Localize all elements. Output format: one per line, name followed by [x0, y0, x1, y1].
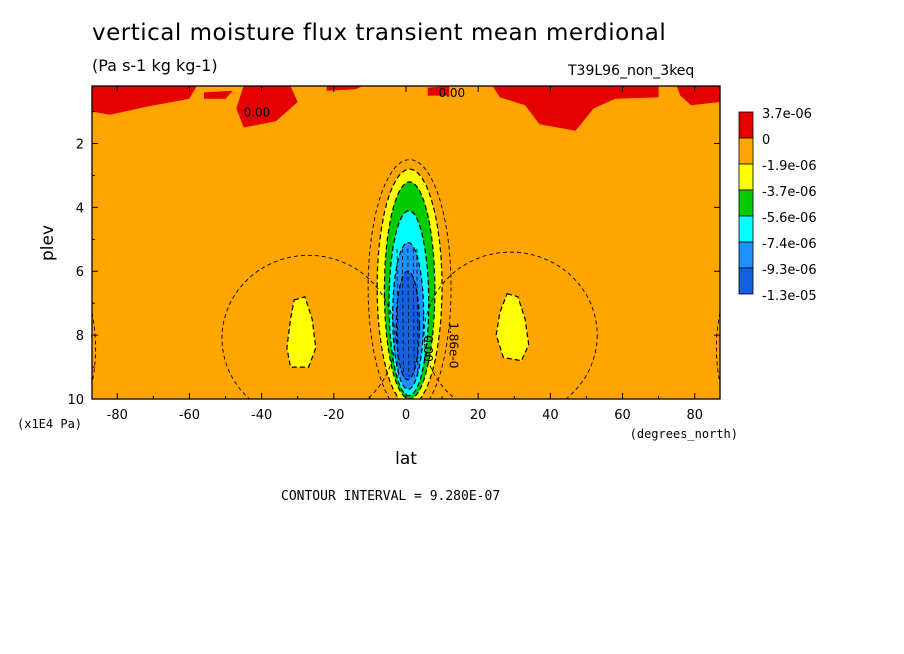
legend-label: -3.7e-06 [762, 185, 817, 200]
chart-units: (Pa s-1 kg kg-1) [92, 56, 218, 75]
color-legend: 3.7e-06 0 -1.9e-06 -3.7e-06 -5.6e-06 -7.4e-06… [738, 107, 817, 304]
secondary-minimum-east [495, 292, 530, 362]
y-tick-label: 4 [76, 201, 84, 216]
contour-line [92, 312, 97, 384]
contour-field: 0.00 0.00 1.86e-0 0.00 [92, 86, 720, 399]
x-tick-label: 40 [542, 408, 559, 423]
positive-region [92, 86, 197, 115]
contour-line [412, 248, 415, 377]
contour-line [221, 254, 396, 399]
contour-label: 0.00 [421, 335, 435, 362]
x-tick-label: -40 [251, 408, 272, 423]
legend-swatch [738, 189, 754, 217]
positive-region [676, 86, 720, 106]
secondary-minimum-west [286, 296, 317, 368]
y-tick-label: 2 [76, 137, 84, 152]
legend-swatch [738, 241, 754, 269]
legend-swatch [738, 267, 754, 295]
contour-line [367, 159, 452, 399]
positive-region [492, 86, 659, 131]
legend-swatch [738, 163, 754, 191]
contour-line [396, 248, 399, 377]
legend-swatch [738, 137, 754, 165]
positive-region [203, 90, 233, 99]
contour-line [715, 312, 720, 384]
contour-line [423, 251, 598, 399]
positive-region [326, 86, 363, 91]
x-tick-label: -20 [323, 408, 344, 423]
x-tick-label: -80 [107, 408, 128, 423]
contour-line [401, 248, 404, 377]
legend-label: 0 [762, 133, 770, 148]
x-tick-label: 20 [470, 408, 487, 423]
legend-swatch [738, 111, 754, 139]
legend-label: -9.3e-06 [762, 263, 817, 278]
contour-line [416, 248, 419, 377]
x-tick-label: 60 [614, 408, 631, 423]
contour-line [407, 248, 410, 377]
y-axis-units: (x1E4 Pa) [17, 417, 82, 431]
x-tick-label: 80 [686, 408, 703, 423]
positive-region [236, 86, 298, 128]
contour-label: 0.00 [438, 86, 465, 100]
contour-interval-note: CONTOUR INTERVAL = 9.280E-07 [281, 489, 501, 504]
experiment-id: T39L96_non_3keq [568, 63, 695, 79]
positive-region [427, 86, 450, 96]
x-axis-units: (degrees_north) [630, 427, 738, 441]
y-tick-label: 6 [76, 265, 84, 280]
legend-label: -1.3e-05 [762, 289, 817, 304]
legend-label: -1.9e-06 [762, 159, 817, 174]
y-axis-label: plev [38, 225, 58, 261]
x-axis-label: lat [395, 449, 417, 469]
x-tick-label: -60 [179, 408, 200, 423]
y-tick-label: 8 [76, 329, 84, 344]
contour-label: 0.00 [244, 105, 271, 119]
legend-label: -5.6e-06 [762, 211, 817, 226]
axes: -80 -60 -40 -20 0 20 40 60 80 2 4 6 8 10 lat (degrees_n… [17, 85, 738, 469]
y-tick-label: 10 [67, 393, 84, 408]
legend-label: 3.7e-06 [762, 107, 812, 122]
legend-label: -7.4e-06 [762, 237, 817, 252]
contour-label: 1.86e-0 [446, 322, 460, 368]
legend-swatch [738, 215, 754, 243]
chart-title: vertical moisture flux transient mean me… [92, 20, 667, 46]
x-tick-label: 0 [402, 408, 410, 423]
